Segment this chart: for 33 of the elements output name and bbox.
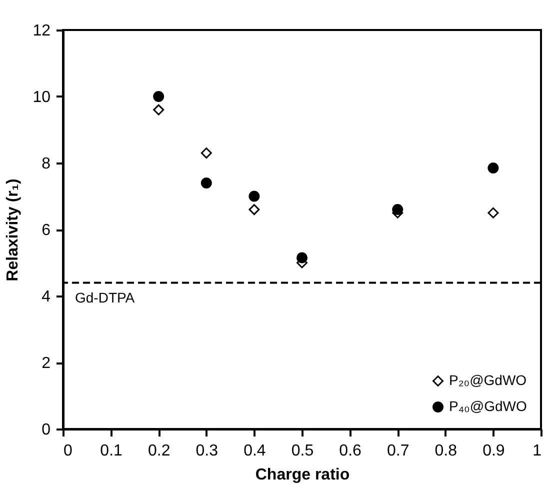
y-tick-label: 2 (42, 355, 51, 372)
point (200, 148, 212, 159)
y-tick-label: 8 (42, 156, 51, 172)
point (248, 204, 260, 216)
x-tick-label: 0.5 (291, 442, 314, 460)
x-tick-label: 0.3 (196, 442, 218, 460)
point (488, 162, 499, 174)
point (296, 252, 308, 264)
x-tick-label: 0.4 (244, 442, 266, 460)
y-tick-label: 10 (32, 89, 51, 106)
legend-label: P₂₀@GdWO (449, 372, 527, 388)
y-axis-title: Relaxivity (r₁) (4, 178, 22, 282)
x-tick-label: 0 (64, 442, 72, 460)
x-tick-label: 1 (532, 442, 542, 460)
legend-label: P₄₀@GdWO (449, 398, 527, 414)
y-tick-label: 0 (42, 422, 51, 438)
x-tick-label: 0.9 (482, 442, 505, 460)
x-axis-title: Charge ratio (255, 466, 350, 484)
point (392, 204, 404, 216)
x-tick-label: 0.2 (148, 442, 170, 460)
x-tick-label: 0.7 (386, 442, 410, 460)
point (153, 104, 164, 116)
y-tick-label: 4 (42, 288, 51, 306)
y-tick-label: 12 (32, 22, 51, 40)
point (200, 177, 212, 188)
ref-line-label: Gd-DTPA (75, 290, 136, 306)
point (153, 91, 164, 102)
y-tick-label: 6 (42, 222, 51, 239)
x-tick-label: 0.6 (339, 442, 362, 460)
point (488, 207, 499, 218)
x-tick-label: 0.8 (434, 442, 458, 460)
x-tick-label: 0.1 (100, 442, 123, 460)
point (248, 190, 260, 202)
